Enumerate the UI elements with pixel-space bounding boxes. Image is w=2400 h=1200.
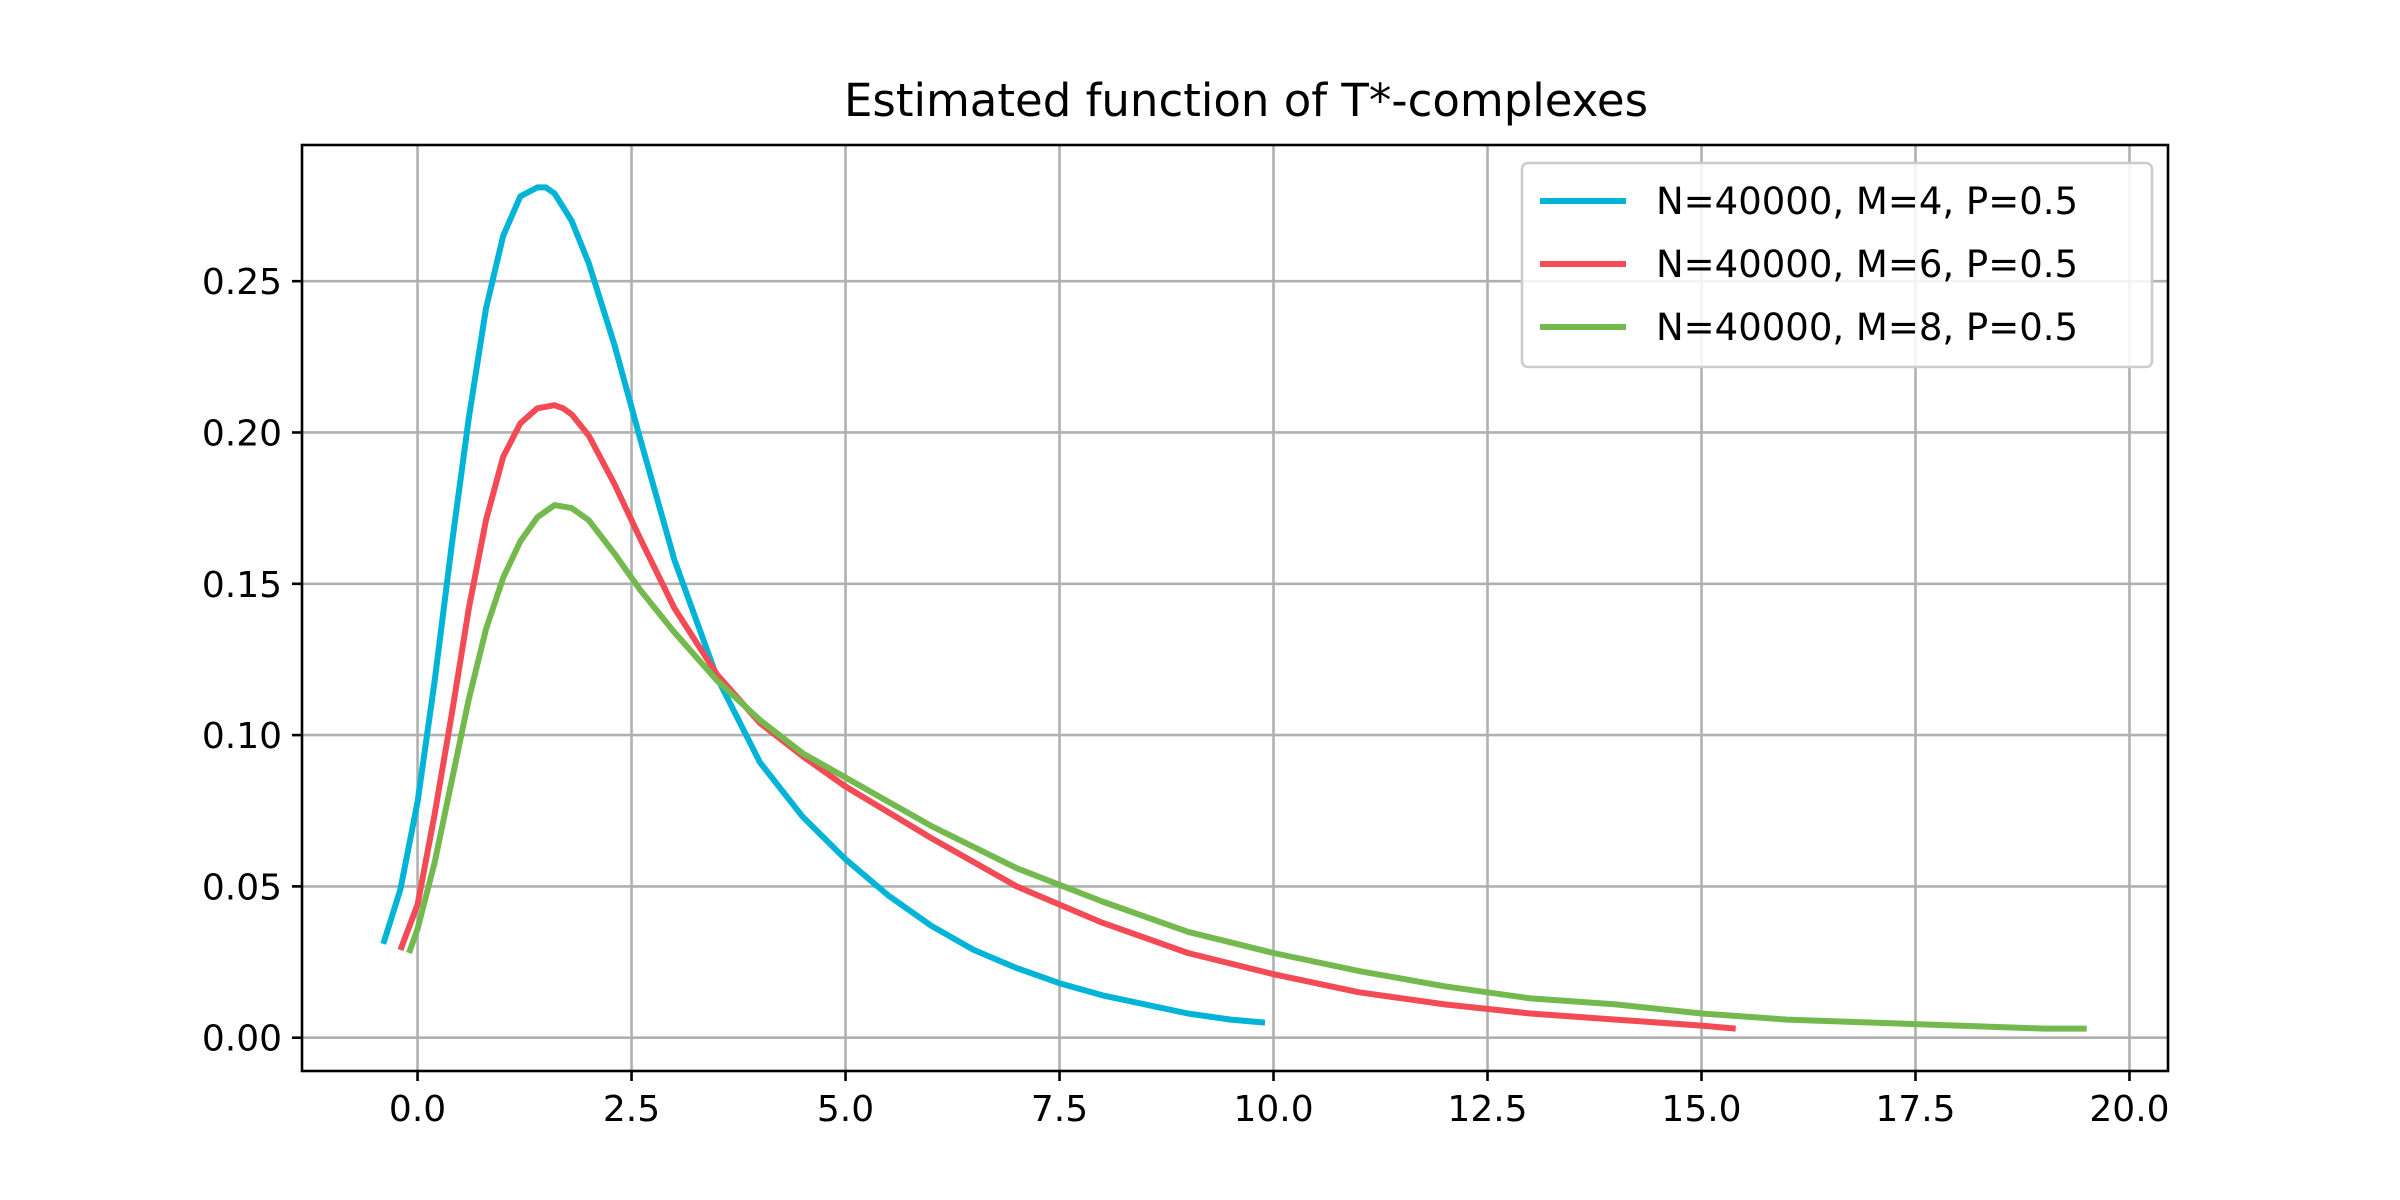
legend-label: N=40000, M=8, P=0.5 bbox=[1656, 306, 2078, 349]
series-line-1 bbox=[380, 184, 1266, 1026]
legend-label: N=40000, M=6, P=0.5 bbox=[1656, 243, 2078, 286]
legend-box bbox=[1520, 161, 2154, 369]
legend: N=40000, M=4, P=0.5 N=40000, M=6, P=0.5 N=… bbox=[1520, 161, 2154, 369]
x-tick-label: 2.5 bbox=[603, 1089, 660, 1130]
x-tick-label: 5.0 bbox=[817, 1089, 874, 1130]
axes-frame bbox=[300, 143, 2170, 1073]
series-layer bbox=[380, 184, 2087, 1032]
x-tick-label: 10.0 bbox=[1233, 1089, 1313, 1130]
y-tick-label: 0.20 bbox=[202, 413, 282, 454]
y-tick-label: 0.25 bbox=[202, 262, 282, 303]
series-line-2 bbox=[397, 402, 1736, 1032]
series-line-3 bbox=[406, 502, 2087, 1032]
chart-title: Estimated function of T*-complexes bbox=[844, 74, 1648, 127]
x-tick-label: 17.5 bbox=[1875, 1089, 1955, 1130]
grid-layer bbox=[302, 145, 2168, 1071]
x-tick-label: 7.5 bbox=[1031, 1089, 1088, 1130]
x-tick-label: 12.5 bbox=[1447, 1089, 1527, 1130]
x-tick-label: 15.0 bbox=[1661, 1089, 1741, 1130]
tick-layer: 0.0 2.5 5.0 7.5 10.0 12.5 15.0 17.5 20.0 0.00 0.05… bbox=[202, 262, 2170, 1130]
y-tick-label: 0.05 bbox=[202, 867, 282, 908]
y-tick-label: 0.15 bbox=[202, 565, 282, 606]
legend-label: N=40000, M=4, P=0.5 bbox=[1656, 180, 2078, 223]
y-tick-label: 0.00 bbox=[202, 1019, 282, 1060]
x-tick-label: 0.0 bbox=[389, 1089, 446, 1130]
x-tick-label: 20.0 bbox=[2089, 1089, 2169, 1130]
y-tick-label: 0.10 bbox=[202, 716, 282, 757]
